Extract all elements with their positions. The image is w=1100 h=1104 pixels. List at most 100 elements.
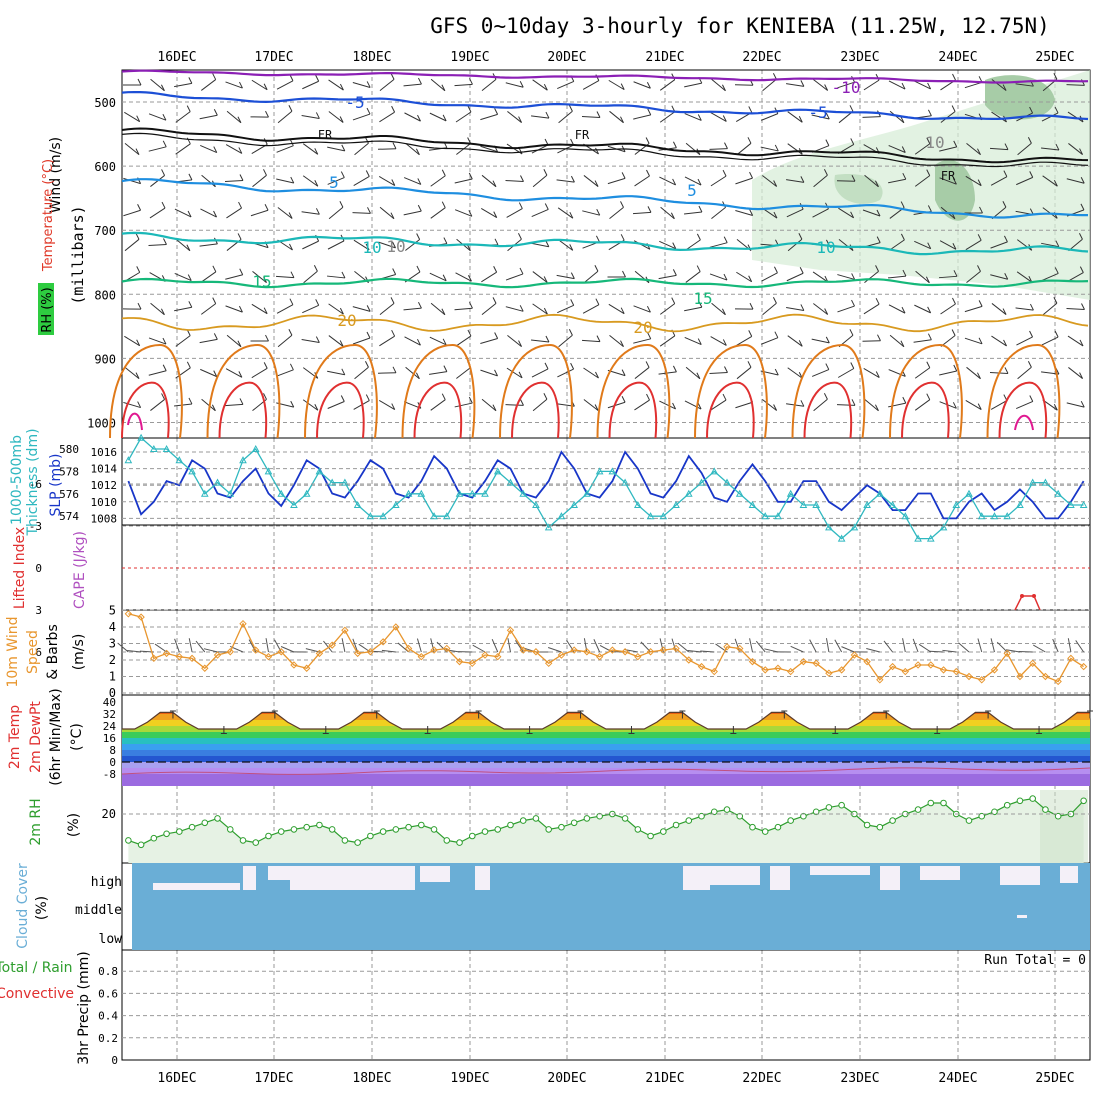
wind-speed-line <box>128 614 1083 682</box>
wind-barb <box>380 79 394 90</box>
wind-barb <box>431 400 446 411</box>
rh-point <box>253 840 259 846</box>
wind-barb-flag <box>138 204 141 210</box>
wind-barb <box>380 207 394 218</box>
wind-barb <box>684 83 702 87</box>
wind-barb <box>456 336 471 346</box>
wind-barb <box>1016 308 1034 310</box>
wind-barb <box>302 339 320 342</box>
surface-wind-barb <box>594 639 600 652</box>
contour-label: 5 <box>687 181 697 200</box>
lifted-index-point <box>1020 594 1024 598</box>
wind-barb <box>456 368 470 379</box>
contour-label: -10 <box>832 78 861 97</box>
wind-barb-flag <box>468 106 471 112</box>
wind-barb-flag <box>546 112 549 118</box>
wind-barb <box>431 303 445 315</box>
slp-tick-label: 1010 <box>91 496 118 509</box>
wind-barb <box>660 112 675 122</box>
wind-barb <box>837 405 855 406</box>
wind-barb-flag <box>289 105 292 111</box>
wind-barb <box>557 81 574 88</box>
wind-barb-flag <box>162 169 165 175</box>
temp-color-band <box>122 750 1090 756</box>
wind-barb <box>915 400 930 411</box>
wind-barb <box>557 180 575 182</box>
rh-point <box>1043 807 1049 813</box>
wind-barb <box>482 399 496 410</box>
surface-wind-barb <box>306 649 320 652</box>
precip-tick-label: 0.4 <box>98 1010 118 1023</box>
wind-barb <box>302 241 318 249</box>
wind-barb <box>253 175 267 186</box>
ylabel-3hr-precip: 3hr Precip (mm) <box>76 951 92 1064</box>
wind-barb-flag <box>546 336 549 342</box>
rh-point <box>648 833 654 839</box>
wind-barb-flag <box>520 268 523 274</box>
surface-wind-barb <box>991 638 994 652</box>
wind-barb-flag <box>928 110 931 116</box>
wind-barb <box>200 244 218 246</box>
wind-barb <box>712 303 726 314</box>
wind-barb <box>200 339 218 342</box>
wind-barb <box>1068 367 1082 378</box>
wind-barb <box>1067 403 1084 407</box>
wind-barb-flag <box>647 394 650 400</box>
wind-barb <box>660 336 675 346</box>
ylabel-cloud-cover: Cloud Cover <box>15 863 31 949</box>
contour-label: 15 <box>252 272 271 291</box>
wind-barb <box>865 399 879 410</box>
surface-wind-barb <box>903 638 906 652</box>
isotherm-25-arc <box>500 345 572 438</box>
wind-barb <box>659 275 677 278</box>
slp-tick-label: 1014 <box>91 463 118 476</box>
contour-label: -5 <box>808 103 827 122</box>
wind-barb-flag <box>673 366 676 372</box>
wind-barb <box>354 176 370 185</box>
cloud-gap <box>920 866 960 880</box>
wind-barb-flag <box>265 204 268 210</box>
wind-barb-flag <box>238 233 241 239</box>
wind-barb <box>277 305 293 314</box>
wind-barb <box>633 115 651 119</box>
wind-barb-flag <box>138 79 141 85</box>
wind-barb-flag <box>213 266 216 272</box>
wind-barb-flag <box>723 170 726 176</box>
wind-barb <box>786 308 804 311</box>
surface-wind-barb <box>515 640 523 652</box>
wind-barb <box>559 111 573 123</box>
wind-barb <box>327 276 345 278</box>
date-label-bottom: 18DEC <box>352 1071 391 1086</box>
date-label-bottom: 24DEC <box>938 1071 977 1086</box>
wind-tick-label: 3 <box>109 637 116 651</box>
date-label-top: 16DEC <box>157 50 196 65</box>
precip-tick-label: 0.6 <box>98 987 118 1000</box>
wind-barb <box>711 176 726 186</box>
wind-barb <box>149 371 166 376</box>
rh-point <box>826 805 832 811</box>
wind-barb <box>762 273 778 281</box>
wind-barb <box>608 178 625 183</box>
wind-barb <box>482 303 496 314</box>
wind-barb-flag <box>393 367 396 373</box>
wind-barb <box>1042 337 1058 345</box>
wind-tick-label: 1 <box>109 670 116 684</box>
isotherm-30-arc <box>512 383 559 438</box>
wind-barb-flag <box>952 105 955 111</box>
wind-barb <box>225 181 243 182</box>
wind-barb <box>582 211 599 215</box>
wind-barb <box>737 143 751 154</box>
wind-barb-flag <box>240 175 243 181</box>
rh-point <box>571 820 577 826</box>
wind-barb-flag <box>289 329 292 335</box>
wind-barb <box>735 178 752 184</box>
wind-barb <box>633 212 651 213</box>
wind-barb <box>481 272 496 282</box>
rh-point <box>406 824 412 830</box>
ylabel-slp: SLP (mb) <box>48 453 64 516</box>
surface-wind-barb <box>913 639 918 652</box>
wind-barb <box>1018 367 1032 379</box>
precip-run-total: Run Total = 0 <box>984 953 1086 968</box>
surface-wind-barb <box>866 648 880 652</box>
